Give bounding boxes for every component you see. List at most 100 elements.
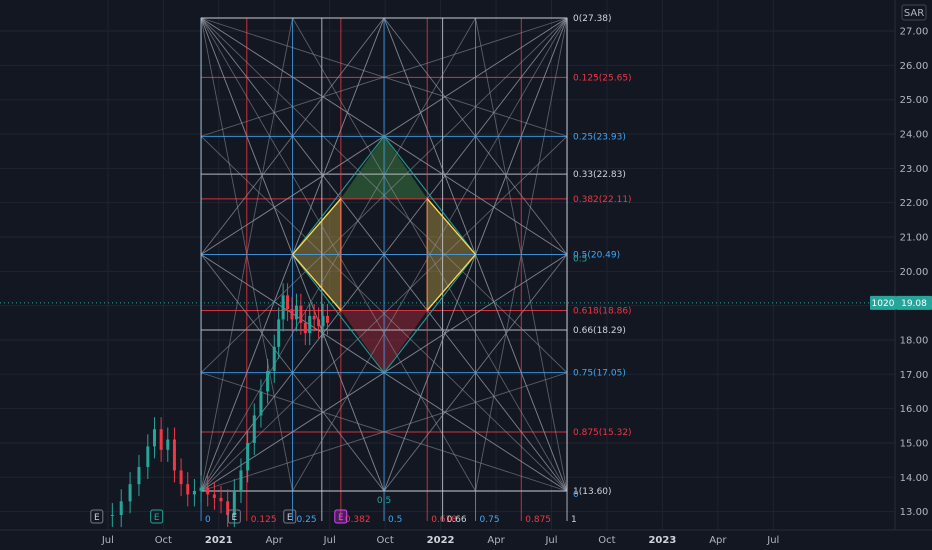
event-marker[interactable]: E <box>150 509 164 524</box>
x-axis: Jul Oct 2021 Apr Jul Oct 2022 Apr Jul Oct 2023 Apr J… <box>0 529 932 546</box>
y-tick-label: 25.00 <box>900 95 929 106</box>
fib-fan-line <box>200 17 293 492</box>
price-badge-value: 19.08 <box>901 299 927 309</box>
event-marker-label: E <box>231 513 237 523</box>
fib-box-border <box>200 17 568 492</box>
fib-time-label: 0.875 <box>525 515 551 525</box>
fib-price-label: 0.66(18.29) <box>573 326 626 336</box>
fib-center-diamond-edge <box>383 254 476 374</box>
fib-mid-label: 0 <box>573 490 579 500</box>
y-tick-label: 18.00 <box>900 335 929 346</box>
x-tick-label: Oct <box>598 535 615 546</box>
fib-price-label: 0.33(22.83) <box>573 170 626 180</box>
y-tick-label: 20.00 <box>900 267 929 278</box>
x-tick-label: Apr <box>487 535 505 546</box>
fib-fan-line <box>200 17 385 255</box>
y-tick-label: 24.00 <box>900 130 929 141</box>
currency-label-box <box>901 4 927 21</box>
event-marker-label: E <box>94 513 100 523</box>
fib-fan-line <box>383 254 568 492</box>
fib-fan-line <box>200 135 568 492</box>
x-tick-label: 2023 <box>648 535 676 546</box>
x-tick-label: Jul <box>323 535 336 546</box>
fib-inner-edge <box>426 198 476 255</box>
fib-fan-line <box>200 17 476 492</box>
candle-body <box>119 501 123 516</box>
y-tick-label: 16.00 <box>900 404 929 415</box>
candle-body <box>312 315 316 320</box>
y-tick-label: 27.00 <box>900 27 929 38</box>
candle-body <box>146 446 150 467</box>
fib-time-label: 0.382 <box>345 515 371 525</box>
candle-body <box>186 484 190 495</box>
x-tick-label: Jul <box>544 535 557 546</box>
candle-body <box>226 501 230 516</box>
fib-mid-label: 0.5 <box>377 496 391 506</box>
fib-time-label: 0.75 <box>480 515 500 525</box>
event-marker[interactable]: E <box>334 509 348 524</box>
fib-time-label: 0.25 <box>297 515 317 525</box>
fib-center-diamond-edge <box>383 135 476 255</box>
candle-body <box>199 487 203 491</box>
fib-time-label: 0.125 <box>251 515 277 525</box>
x-tick-label: Oct <box>155 535 172 546</box>
candle-body <box>110 515 114 517</box>
candle-body <box>128 484 132 502</box>
candle-body <box>219 497 223 502</box>
event-marker-label: E <box>287 513 293 523</box>
candle-body <box>317 319 321 327</box>
fib-gann-box[interactable]: 0(27.38) 0.125(25.65) 0.25(23.93) 0.33(22.8… <box>200 14 632 525</box>
event-marker-box <box>90 509 104 524</box>
candle-body <box>212 494 216 498</box>
fib-time-label: 1 <box>571 515 577 525</box>
event-marker[interactable]: E <box>283 509 297 524</box>
fib-price-label: 1(13.60) <box>573 487 612 497</box>
fib-price-label: 0.875(15.32) <box>573 428 632 438</box>
fib-fan-line <box>200 17 568 137</box>
fib-price-label: 0.618(18.86) <box>573 306 632 316</box>
y-tick-label: 13.00 <box>900 507 929 518</box>
currency-label: SAR <box>904 8 924 19</box>
candle-body <box>281 295 285 320</box>
candle-body <box>325 315 329 323</box>
fib-center-diamond-edge <box>292 254 385 374</box>
fib-time-label: 0.618 <box>431 515 457 525</box>
candle-body <box>294 305 298 320</box>
fib-mid-label: 0.5 <box>573 255 587 265</box>
candle-body <box>159 429 163 450</box>
candle-body <box>286 295 290 310</box>
event-marker-box <box>283 509 297 524</box>
x-tick-label: Jul <box>101 535 114 546</box>
x-tick-label: 2022 <box>427 535 455 546</box>
x-tick-label: Oct <box>377 535 394 546</box>
candle-body <box>259 391 263 416</box>
x-tick-label: Apr <box>709 535 727 546</box>
event-marker[interactable]: E <box>227 509 241 524</box>
candle-body <box>308 315 312 334</box>
candle-body <box>321 315 325 327</box>
candle-body <box>206 487 210 495</box>
fib-price-label: 0.125(25.65) <box>573 73 632 83</box>
candle-body <box>192 491 196 495</box>
x-tick-label: Apr <box>266 535 284 546</box>
event-marker-box <box>227 509 241 524</box>
chart-grid <box>0 0 895 530</box>
event-marker-box <box>150 509 164 524</box>
y-tick-label: 21.00 <box>900 232 929 243</box>
event-marker[interactable]: E <box>90 509 104 524</box>
price-badge: 1020 19.08 <box>870 295 932 310</box>
fib-inner-edge <box>426 254 476 311</box>
price-badge-label: 1020 <box>872 299 895 309</box>
fib-fan-line <box>475 17 568 492</box>
price-series <box>110 283 329 528</box>
candle-body <box>266 370 270 392</box>
x-tick-label: Jul <box>766 535 779 546</box>
y-tick-label: 14.00 <box>900 473 929 484</box>
fib-fan-line <box>383 17 568 255</box>
fib-time-label: 0.5 <box>388 515 402 525</box>
candle-body <box>232 491 236 516</box>
candle-body <box>166 439 170 450</box>
fib-inner-edge <box>292 198 342 255</box>
